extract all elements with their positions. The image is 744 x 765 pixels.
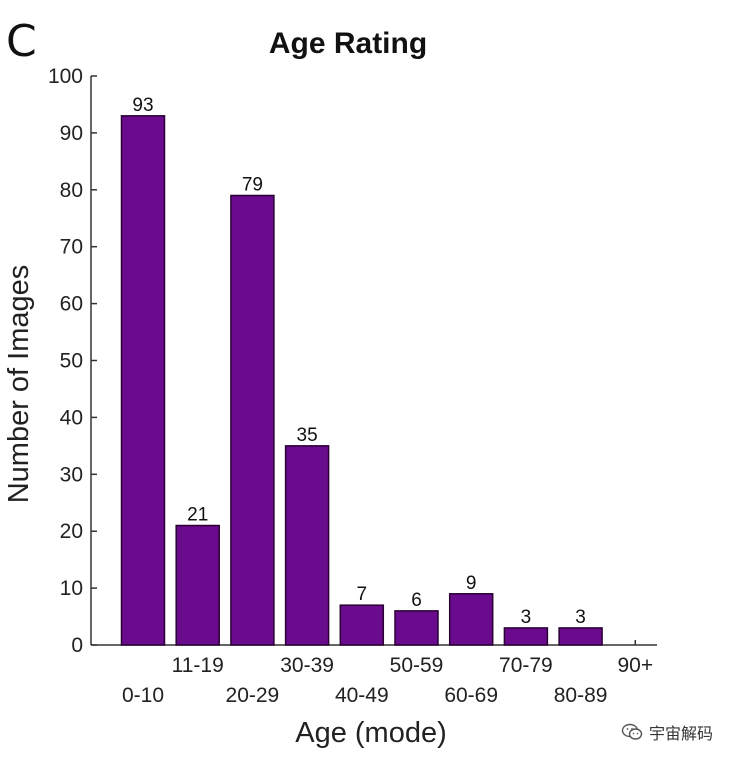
bar-60-69: [448, 593, 494, 646]
bar-80-89: [558, 627, 603, 646]
y-tick-label: 40: [60, 406, 83, 429]
chart-title: Age Rating: [269, 27, 427, 60]
x-tick-label: 0-10: [122, 684, 164, 707]
bar-40-49: [339, 604, 385, 646]
bars: [120, 115, 603, 646]
bar-30-39: [284, 445, 330, 646]
x-tick-label: 20-29: [226, 684, 280, 707]
x-tick-label: 80-89: [554, 684, 608, 707]
x-tick-label: 40-49: [335, 684, 389, 707]
y-tick-label: 10: [60, 577, 83, 600]
y-tick-label: 90: [60, 122, 83, 145]
y-tick-label: 20: [60, 520, 83, 543]
wechat-icon: [621, 723, 643, 740]
bar-value-label: 3: [575, 607, 586, 628]
x-axis-title: Age (mode): [295, 717, 447, 749]
y-tick-label: 60: [60, 293, 83, 316]
bar-value-label: 21: [187, 505, 208, 526]
x-tick-label: 90+: [617, 654, 653, 677]
x-tick-label: 70-79: [499, 654, 553, 677]
y-tick-label: 100: [48, 65, 83, 88]
bar-value-label: 35: [297, 425, 318, 446]
y-tick-label: 70: [60, 236, 83, 259]
bar-70-79: [503, 627, 549, 646]
bar-value-label: 93: [132, 95, 153, 116]
bar-0-10: [120, 115, 166, 646]
x-tick-label: 60-69: [444, 684, 498, 707]
watermark: 宇宙解码: [621, 721, 713, 743]
bar-20-29: [230, 194, 275, 646]
bar-value-label: 6: [411, 590, 422, 611]
bar-value-label: 9: [466, 573, 477, 594]
x-tick-labels: 0-10 11-1920-2930-3940-4950-5960-6970-798…: [122, 654, 653, 707]
y-axis-title: Number of Images: [3, 265, 35, 504]
bar-value-label: 3: [521, 607, 532, 628]
x-tick-label: 11-19: [172, 654, 224, 677]
watermark-text: 宇宙解码: [649, 724, 714, 743]
bar-50-59: [394, 610, 439, 646]
y-tick-labels: 0 10 20 30 40 50 60 70 80 90 100: [48, 65, 83, 657]
y-tick-label: 80: [60, 179, 83, 202]
panel-label: C: [6, 16, 37, 67]
x-tick-label: 50-59: [390, 654, 444, 677]
bar-value-label: 7: [357, 584, 368, 605]
bar-value-label: 79: [242, 174, 263, 195]
bar-11-19: [175, 524, 220, 646]
y-tick-label: 0: [71, 634, 83, 657]
y-tick-label: 50: [60, 350, 83, 373]
x-tick-label: 30-39: [280, 654, 334, 677]
y-tick-label: 30: [60, 463, 83, 486]
